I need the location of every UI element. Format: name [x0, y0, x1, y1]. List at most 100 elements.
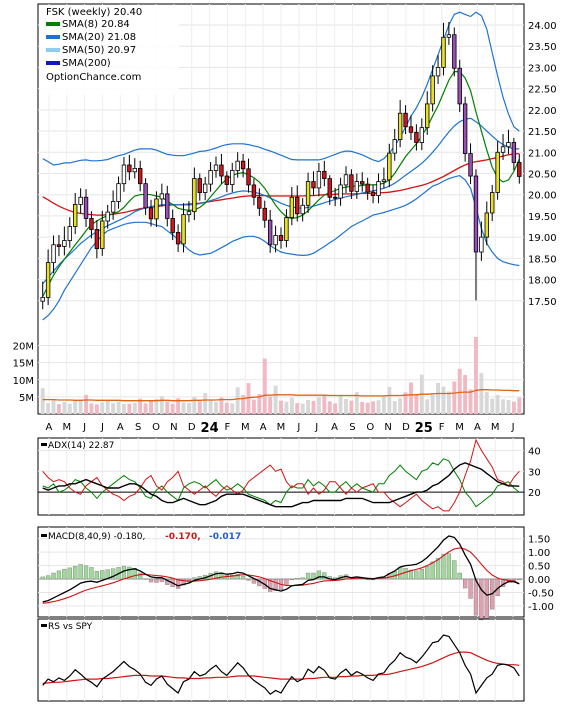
volume-bar: [425, 399, 430, 414]
macd-histogram-bar: [148, 578, 154, 583]
volume-bar: [62, 402, 67, 414]
sma50-line: [42, 152, 520, 216]
volume-bar: [89, 403, 94, 414]
volume-bar: [165, 401, 170, 414]
macd-histogram-bar: [73, 565, 78, 580]
macd-histogram-bar: [240, 576, 246, 580]
candle-body: [186, 211, 192, 216]
volume-bar: [501, 399, 505, 414]
sma20-line: [42, 117, 520, 285]
x-tick-label: F: [439, 422, 445, 433]
candle-body: [316, 170, 322, 189]
volume-bar: [84, 394, 88, 414]
candle-body: [240, 160, 246, 170]
price-tick-label: 22.50: [528, 85, 557, 96]
macd-histogram-bar: [441, 553, 446, 580]
macd-histogram-bar: [430, 561, 435, 580]
macd-tick-label: 1.50: [528, 535, 550, 546]
volume-bar: [371, 401, 376, 414]
macd-histogram-bar: [159, 578, 165, 582]
volume-bar: [235, 387, 240, 414]
macd-histogram-bar: [40, 576, 45, 580]
x-tick-label: A: [46, 422, 53, 433]
macd-histogram-bar: [45, 575, 51, 580]
candle-body: [278, 235, 284, 241]
candle-body: [62, 240, 67, 247]
price-tick-label: 18.00: [528, 276, 557, 287]
price-tick-label: 21.50: [528, 127, 557, 138]
candle-body: [490, 192, 495, 214]
macd-tick-label: -0.50: [528, 588, 554, 599]
macd-histogram-bar: [138, 572, 143, 580]
volume-bar: [46, 403, 51, 414]
macd-histogram-bar: [479, 578, 484, 621]
candle-body: [175, 232, 181, 245]
volume-bar: [181, 402, 186, 414]
candle-body: [219, 164, 224, 177]
volume-bar: [365, 402, 370, 414]
candle-body: [181, 214, 186, 245]
candle-body: [170, 218, 175, 233]
candle-body: [511, 142, 517, 163]
macd-histogram-bar: [213, 571, 219, 580]
legend-label-sma200: SMA(200): [62, 58, 111, 69]
macd-histogram-bar: [414, 570, 419, 580]
volume-bar: [268, 396, 273, 414]
candle-body: [349, 174, 354, 192]
legend-label-sma50: SMA(50) 20.97: [62, 45, 136, 56]
x-tick-label: A: [474, 422, 481, 433]
x-tick-label: F: [225, 422, 231, 433]
macd-histogram-bar: [235, 574, 240, 580]
price-axis-labels: 24.00 23.50 23.00 22.50 22.00 21.50 21.00 20.50…: [528, 21, 557, 308]
candle-body: [500, 146, 506, 153]
volume-bar: [186, 403, 191, 414]
macd-histogram-bar: [192, 577, 197, 580]
candle-body: [435, 67, 441, 77]
macd-histogram-bar: [89, 567, 94, 580]
candle-body: [213, 164, 219, 171]
x-tick-label: N: [384, 422, 391, 433]
x-tick-label: J: [82, 422, 86, 433]
price-tick-label: 20.50: [528, 169, 557, 180]
candle-body: [246, 168, 251, 186]
x-tick-label: M: [455, 422, 464, 433]
volume-bar: [430, 394, 435, 414]
macd-histogram-bar: [517, 578, 522, 581]
volume-bar: [436, 382, 441, 414]
macd-histogram-bar: [230, 574, 235, 580]
adx-legend-swatch: [41, 443, 47, 446]
x-tick-label: M: [62, 422, 71, 433]
volume-bar: [51, 399, 56, 414]
macd-histogram-bar: [273, 578, 278, 591]
macd-histogram-bar: [94, 571, 100, 580]
x-tick-label: 25: [415, 421, 433, 436]
candle-body: [143, 183, 148, 209]
price-tick-label: 17.50: [528, 297, 557, 308]
macd-histogram-bar: [181, 578, 186, 586]
price-tick-label: 20.00: [528, 191, 557, 202]
candle-body: [376, 181, 381, 196]
volume-bar: [517, 397, 522, 414]
candle-body: [473, 175, 479, 253]
candle-body: [446, 34, 452, 38]
macd-histogram-bar: [154, 578, 159, 583]
macd-histogram-bar: [83, 565, 89, 580]
candle-body: [397, 112, 403, 140]
volume-bar: [40, 388, 45, 414]
macd-histogram-bar: [268, 578, 273, 592]
macd-tick-label: 0.50: [528, 562, 550, 573]
legend-background: [39, 5, 179, 95]
candle-body: [154, 198, 159, 220]
adx-lines: [42, 438, 520, 512]
macd-histogram-bar: [316, 570, 322, 580]
macd-histogram-bar: [78, 564, 83, 580]
candle-body: [148, 207, 154, 220]
macd-tick-label: 0.00: [528, 575, 550, 586]
x-tick-label: M: [491, 422, 500, 433]
di-minus-line: [42, 438, 520, 512]
candle-body: [251, 184, 257, 198]
candle-body: [419, 127, 424, 143]
x-tick-label: J: [100, 422, 104, 433]
adx-line: [42, 462, 520, 508]
volume-bar: [387, 386, 392, 414]
